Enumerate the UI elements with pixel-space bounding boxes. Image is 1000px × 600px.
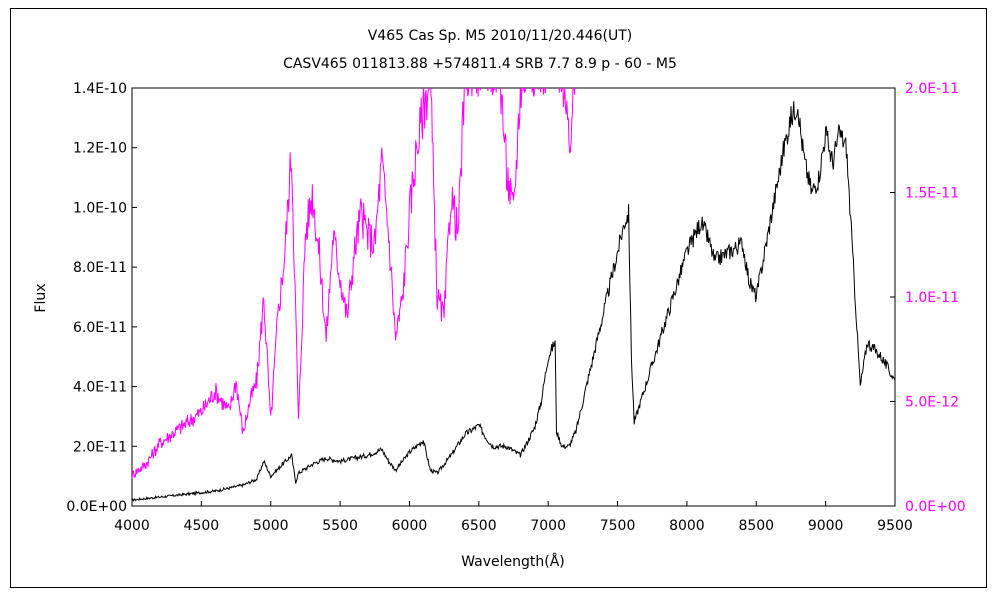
right-y-tick-label: 2.0E-11 xyxy=(905,81,959,97)
right-y-tick-label: 5.0E-12 xyxy=(905,395,959,411)
left-y-tick-label: 6.0E-11 xyxy=(73,320,127,336)
series-line-magenta xyxy=(132,88,576,479)
x-axis-label: Wavelength(Å) xyxy=(461,553,565,570)
left-y-tick-label: 4.0E-11 xyxy=(73,380,127,396)
x-tick-label: 4500 xyxy=(184,518,220,534)
x-tick-label: 6000 xyxy=(392,518,428,534)
left-y-tick-label: 1.2E-10 xyxy=(73,141,127,157)
x-tick-label: 7500 xyxy=(600,518,636,534)
x-tick-label: 9500 xyxy=(877,518,913,534)
right-y-axis-ticks: 0.0E+00 5.0E-12 1.0E-11 1.5E-11 2.0E-11 xyxy=(890,81,966,515)
y-axis-label: Flux xyxy=(33,283,49,312)
chart-title: V465 Cas Sp. M5 2010/11/20.446(UT) xyxy=(368,28,633,44)
x-tick-label: 5500 xyxy=(322,518,358,534)
x-tick-label: 8000 xyxy=(669,518,705,534)
right-y-tick-label: 1.5E-11 xyxy=(905,186,959,202)
x-tick-label: 7000 xyxy=(530,518,566,534)
left-y-tick-label: 1.0E-10 xyxy=(73,200,127,216)
x-tick-label: 4000 xyxy=(114,518,150,534)
left-y-tick-label: 8.0E-11 xyxy=(73,260,127,276)
series-line-black xyxy=(132,101,895,502)
chart-subtitle: CASV465 011813.88 +574811.4 SRB 7.7 8.9 … xyxy=(283,56,677,72)
left-y-axis-ticks: 0.0E+00 2.0E-11 4.0E-11 6.0E-11 8.0E-11 1.0E-… xyxy=(66,81,137,515)
left-y-tick-label: 2.0E-11 xyxy=(73,439,127,455)
series-group xyxy=(132,88,895,502)
right-y-tick-label: 0.0E+00 xyxy=(905,499,966,515)
left-y-tick-label: 1.4E-10 xyxy=(73,81,127,97)
plot-area xyxy=(131,87,896,507)
x-tick-label: 6500 xyxy=(461,518,497,534)
x-tick-label: 8500 xyxy=(738,518,774,534)
chart-frame xyxy=(10,8,987,588)
x-axis-ticks: 4000 4500 5000 5500 6000 6500 7000 7500 8000 8500… xyxy=(114,501,913,534)
x-tick-label: 9000 xyxy=(808,518,844,534)
x-tick-label: 5000 xyxy=(253,518,289,534)
right-y-tick-label: 1.0E-11 xyxy=(905,290,959,306)
left-y-tick-label: 0.0E+00 xyxy=(66,499,127,515)
